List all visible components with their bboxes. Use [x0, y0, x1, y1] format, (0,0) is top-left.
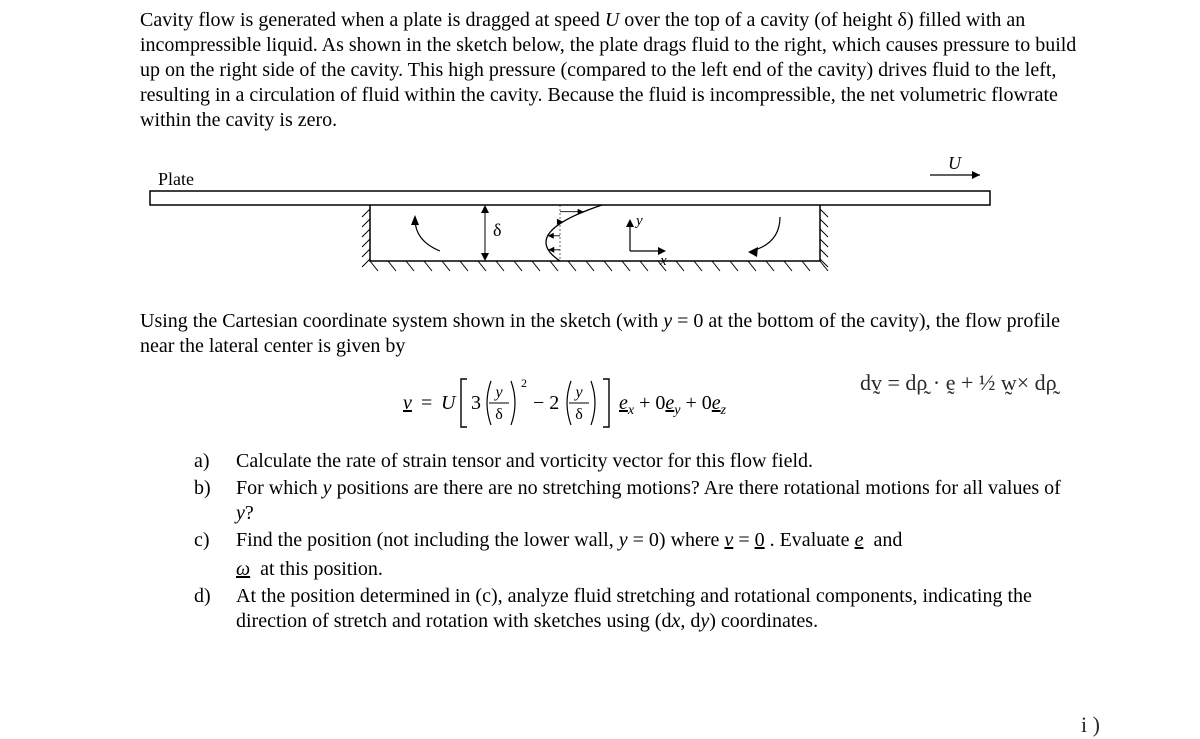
- question-item: a)Calculate the rate of strain tensor an…: [194, 449, 1080, 474]
- question-text: Calculate the rate of strain tensor and …: [236, 449, 1080, 474]
- question-item: d)At the position determined in (c), ana…: [194, 584, 1080, 634]
- question-list: a)Calculate the rate of strain tensor an…: [194, 449, 1080, 634]
- svg-text:2: 2: [521, 376, 527, 390]
- svg-text:=: =: [421, 392, 432, 414]
- svg-text:x: x: [659, 253, 667, 269]
- svg-text:y: y: [573, 384, 583, 401]
- svg-text:U: U: [948, 153, 962, 173]
- svg-text:− 2: − 2: [533, 392, 559, 414]
- question-item: c)Find the position (not including the l…: [194, 528, 1080, 582]
- svg-text:y: y: [634, 213, 643, 229]
- svg-text:δ: δ: [495, 406, 503, 423]
- question-item: b)For which y positions are there are no…: [194, 476, 1080, 526]
- question-label: d): [194, 584, 236, 634]
- svg-text:Plate: Plate: [158, 169, 194, 189]
- question-label: c): [194, 528, 236, 582]
- question-label: b): [194, 476, 236, 526]
- svg-text:U: U: [441, 392, 457, 414]
- svg-text:y: y: [493, 384, 503, 401]
- question-label: a): [194, 449, 236, 474]
- handwritten-corner: i ): [1081, 713, 1100, 737]
- question-text: Find the position (not including the low…: [236, 528, 1080, 582]
- svg-text:δ: δ: [493, 220, 501, 240]
- velocity-equation: v=U3yδ2− 2yδex + 0ey + 0ez dv̰ = dρ̰ · e…: [140, 371, 1080, 435]
- cavity-figure: U Plate δ x y: [140, 151, 1080, 291]
- svg-text:v: v: [403, 392, 412, 414]
- question-text: For which y positions are there are no s…: [236, 476, 1080, 526]
- mid-paragraph: Using the Cartesian coordinate system sh…: [140, 309, 1080, 359]
- question-text: At the position determined in (c), analy…: [236, 584, 1080, 634]
- svg-text:3: 3: [471, 392, 481, 414]
- intro-paragraph: Cavity flow is generated when a plate is…: [140, 8, 1080, 133]
- handwritten-note: dv̰ = dρ̰ · ḛ + ½ w̰× dρ̰: [860, 371, 1090, 395]
- svg-text:δ: δ: [575, 406, 583, 423]
